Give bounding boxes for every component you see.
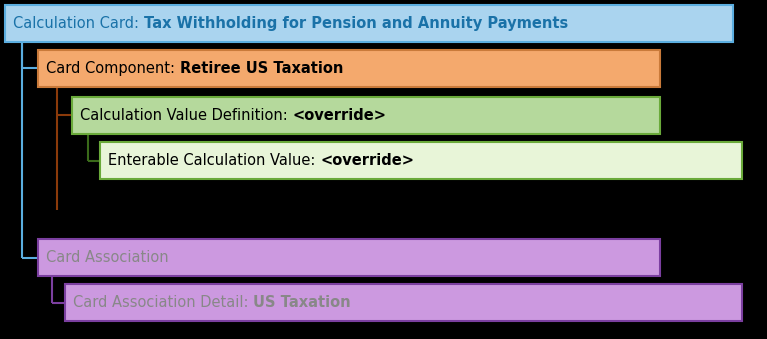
Bar	[65, 284, 742, 321]
Bar	[100, 142, 742, 179]
Bar	[38, 50, 660, 87]
Text: Calculation Card:: Calculation Card:	[13, 16, 143, 31]
Text: Tax Withholding for Pension and Annuity Payments: Tax Withholding for Pension and Annuity …	[143, 16, 568, 31]
Text: <override>: <override>	[320, 153, 414, 168]
Text: Card Association Detail:: Card Association Detail:	[73, 295, 253, 310]
Text: Enterable Calculation Value:: Enterable Calculation Value:	[108, 153, 320, 168]
Bar	[38, 239, 660, 276]
Text: Card Association: Card Association	[46, 250, 169, 265]
Text: Retiree US Taxation: Retiree US Taxation	[179, 61, 343, 76]
Text: Card Component:: Card Component:	[46, 61, 179, 76]
Bar	[72, 97, 660, 134]
Text: <override>: <override>	[292, 108, 387, 123]
Text: US Taxation: US Taxation	[253, 295, 351, 310]
Text: Calculation Value Definition:: Calculation Value Definition:	[80, 108, 292, 123]
Bar	[5, 5, 733, 42]
